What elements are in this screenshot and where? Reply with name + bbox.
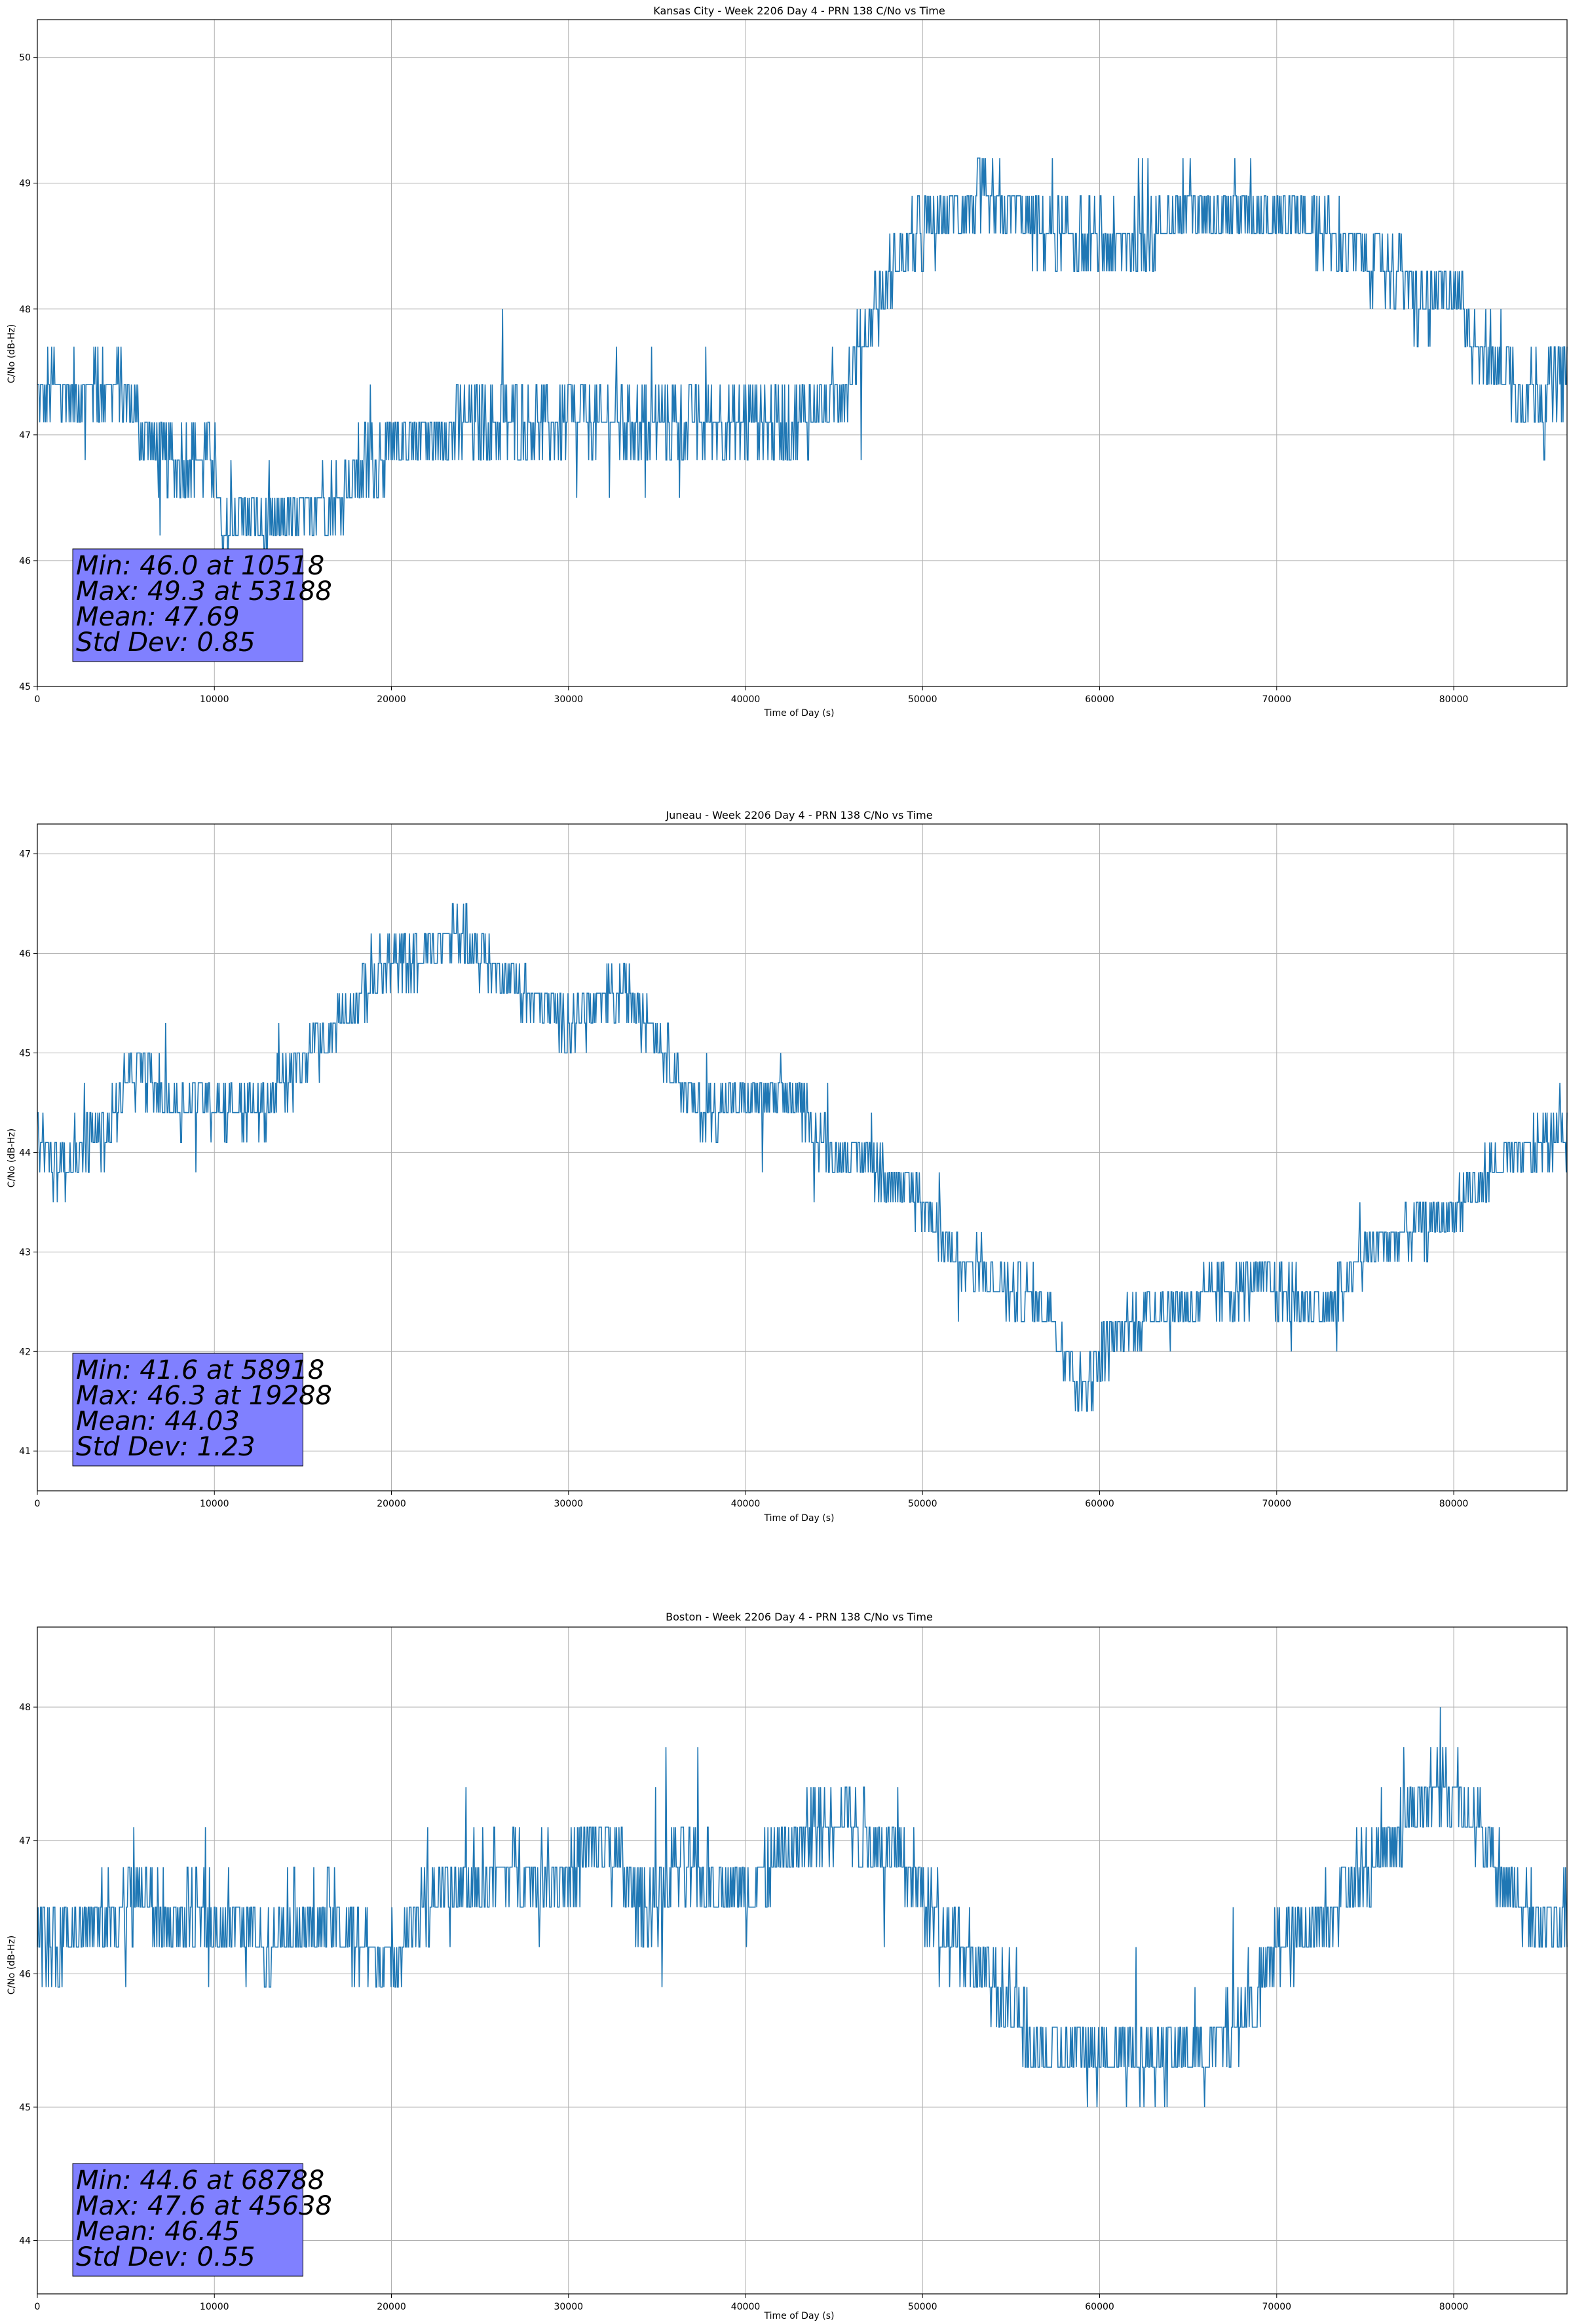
y-tick-label: 45 bbox=[19, 1048, 31, 1059]
y-tick-label: 46 bbox=[19, 949, 31, 960]
stats-box: Min: 41.6 at 58918 Max: 46.3 at 19288 Me… bbox=[72, 1353, 332, 1467]
stats-min: Min: 41.6 at 58918 bbox=[76, 1355, 324, 1385]
x-tick-label: 40000 bbox=[731, 694, 761, 705]
stats-min: Min: 46.0 at 10518 bbox=[76, 551, 324, 581]
x-tick-label: 20000 bbox=[377, 1499, 406, 1509]
y-tick-label: 48 bbox=[19, 1702, 31, 1713]
x-tick-label: 10000 bbox=[200, 1499, 229, 1509]
chart-juneau: Juneau - Week 2206 Day 4 - PRN 138 C/No … bbox=[7, 809, 1568, 1524]
x-tick-label: 80000 bbox=[1439, 2302, 1469, 2312]
x-tick-label: 20000 bbox=[377, 694, 406, 705]
x-tick-label: 70000 bbox=[1262, 1499, 1292, 1509]
x-axis-label: Time of Day (s) bbox=[764, 2311, 835, 2321]
x-tick-label: 30000 bbox=[554, 2302, 583, 2312]
x-tick-label: 60000 bbox=[1085, 2302, 1114, 2312]
x-tick-label: 40000 bbox=[731, 1499, 761, 1509]
series-line bbox=[37, 157, 1568, 574]
x-tick-label: 0 bbox=[35, 1499, 41, 1509]
plot-area: 0 10000 20000 30000 40000 50000 60000 70000 8000… bbox=[19, 823, 1568, 1509]
series-line bbox=[37, 903, 1568, 1412]
chart-boston: Boston - Week 2206 Day 4 - PRN 138 C/No … bbox=[7, 1611, 1568, 2321]
x-axis-label: Time of Day (s) bbox=[764, 708, 835, 719]
chart-title: Juneau - Week 2206 Day 4 - PRN 138 C/No … bbox=[665, 809, 932, 821]
y-tick-label: 47 bbox=[19, 430, 31, 441]
y-tick-label: 45 bbox=[19, 2103, 31, 2113]
stats-mean: Mean: 47.69 bbox=[76, 602, 240, 632]
stats-box: Min: 44.6 at 68788 Max: 47.6 at 45638 Me… bbox=[72, 2163, 332, 2277]
axes-frame bbox=[37, 1626, 1568, 2295]
y-tick-label: 46 bbox=[19, 556, 31, 567]
y-axis-label: C/No (dB-Hz) bbox=[7, 1129, 17, 1188]
x-tick-label: 80000 bbox=[1439, 1499, 1469, 1509]
x-tick-label: 0 bbox=[35, 2302, 41, 2312]
y-tick-label: 48 bbox=[19, 305, 31, 315]
stats-max: Max: 49.3 at 53188 bbox=[76, 576, 332, 607]
stats-mean: Mean: 46.45 bbox=[76, 2217, 240, 2247]
y-axis-label: C/No (dB-Hz) bbox=[7, 324, 17, 383]
plot-area: 0 10000 20000 30000 40000 50000 60000 70000 8000… bbox=[19, 19, 1568, 705]
axes-frame bbox=[37, 19, 1568, 687]
chart-kansas-city: Kansas City - Week 2206 Day 4 - PRN 138 … bbox=[7, 5, 1568, 719]
axes-frame bbox=[37, 823, 1568, 1491]
x-tick-label: 60000 bbox=[1085, 1499, 1114, 1509]
x-axis-label: Time of Day (s) bbox=[764, 1513, 835, 1524]
y-tick-label: 50 bbox=[19, 53, 31, 64]
x-tick-label: 30000 bbox=[554, 694, 583, 705]
y-axis-label: C/No (dB-Hz) bbox=[7, 1936, 17, 1995]
x-tick-label: 10000 bbox=[200, 694, 229, 705]
y-tick-label: 47 bbox=[19, 1836, 31, 1846]
y-tick-label: 49 bbox=[19, 179, 31, 189]
stats-box-background bbox=[72, 548, 303, 662]
y-tick-label: 47 bbox=[19, 850, 31, 860]
stats-std-dev: Std Dev: 1.23 bbox=[76, 1432, 255, 1462]
y-tick-label: 44 bbox=[19, 1148, 31, 1158]
stats-max: Max: 47.6 at 45638 bbox=[76, 2191, 332, 2221]
y-tick-label: 44 bbox=[19, 2236, 31, 2247]
x-tick-label: 70000 bbox=[1262, 694, 1292, 705]
stats-std-dev: Std Dev: 0.55 bbox=[76, 2242, 255, 2272]
chart-title: Kansas City - Week 2206 Day 4 - PRN 138 … bbox=[653, 5, 945, 17]
stats-min: Min: 44.6 at 68788 bbox=[76, 2165, 324, 2196]
chart-title: Boston - Week 2206 Day 4 - PRN 138 C/No … bbox=[666, 1611, 933, 1623]
stats-box-background bbox=[72, 2163, 303, 2277]
stats-mean: Mean: 44.03 bbox=[76, 1406, 240, 1436]
stats-box-background bbox=[72, 1353, 303, 1467]
x-tick-label: 0 bbox=[35, 694, 41, 705]
x-tick-label: 70000 bbox=[1262, 2302, 1292, 2312]
series-line bbox=[37, 1707, 1568, 2108]
x-tick-label: 30000 bbox=[554, 1499, 583, 1509]
x-tick-label: 20000 bbox=[377, 2302, 406, 2312]
y-tick-label: 46 bbox=[19, 1969, 31, 1979]
y-tick-label: 45 bbox=[19, 682, 31, 692]
x-tick-label: 50000 bbox=[908, 694, 937, 705]
y-tick-label: 41 bbox=[19, 1446, 31, 1457]
x-tick-label: 50000 bbox=[908, 1499, 937, 1509]
x-tick-label: 80000 bbox=[1439, 694, 1469, 705]
x-tick-label: 40000 bbox=[731, 2302, 761, 2312]
stats-max: Max: 46.3 at 19288 bbox=[76, 1381, 332, 1411]
x-tick-label: 50000 bbox=[908, 2302, 937, 2312]
stats-std-dev: Std Dev: 0.85 bbox=[76, 628, 255, 658]
x-tick-label: 10000 bbox=[200, 2302, 229, 2312]
plot-area: 0 10000 20000 30000 40000 50000 60000 70000 8000… bbox=[19, 1626, 1568, 2312]
stats-box: Min: 46.0 at 10518 Max: 49.3 at 53188 Me… bbox=[72, 548, 332, 662]
y-tick-label: 43 bbox=[19, 1247, 31, 1258]
y-tick-label: 42 bbox=[19, 1347, 31, 1357]
x-tick-label: 60000 bbox=[1085, 694, 1114, 705]
